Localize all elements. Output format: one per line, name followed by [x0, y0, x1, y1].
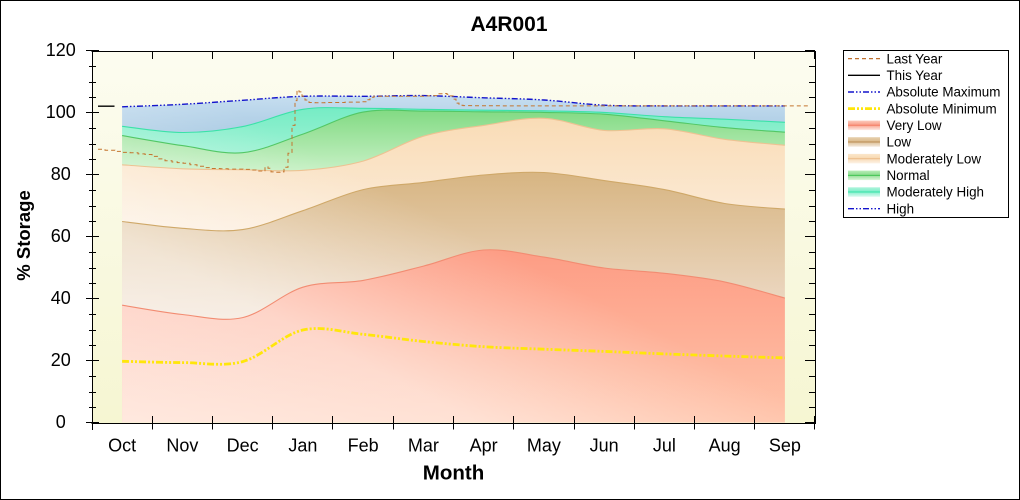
svg-text:Mar: Mar	[408, 436, 439, 456]
svg-text:A4R001: A4R001	[470, 13, 547, 36]
svg-text:Jul: Jul	[653, 436, 676, 456]
svg-text:120: 120	[46, 40, 76, 60]
svg-text:80: 80	[51, 164, 71, 184]
svg-text:Dec: Dec	[227, 436, 259, 456]
svg-text:Feb: Feb	[348, 436, 379, 456]
svg-text:40: 40	[51, 288, 71, 308]
svg-text:Absolute Maximum: Absolute Maximum	[887, 85, 1001, 100]
svg-text:Absolute Minimum: Absolute Minimum	[887, 101, 997, 116]
svg-text:100: 100	[46, 102, 76, 122]
svg-text:Low: Low	[887, 135, 912, 150]
svg-text:% Storage: % Storage	[13, 190, 34, 280]
svg-text:Last Year: Last Year	[887, 51, 943, 66]
svg-text:Moderately High: Moderately High	[887, 185, 985, 200]
svg-text:Jun: Jun	[590, 436, 619, 456]
svg-text:Sep: Sep	[769, 436, 801, 456]
svg-text:Nov: Nov	[166, 436, 198, 456]
svg-text:Jan: Jan	[288, 436, 317, 456]
svg-text:Month: Month	[423, 462, 484, 485]
svg-text:Very Low: Very Low	[887, 118, 942, 133]
svg-text:Aug: Aug	[709, 436, 741, 456]
svg-text:High: High	[887, 201, 915, 216]
svg-text:Oct: Oct	[108, 436, 136, 456]
svg-text:60: 60	[51, 226, 71, 246]
svg-text:This Year: This Year	[887, 68, 943, 83]
svg-text:Normal: Normal	[887, 168, 930, 183]
svg-text:Moderately Low: Moderately Low	[887, 151, 982, 166]
svg-text:May: May	[527, 436, 561, 456]
svg-text:Apr: Apr	[470, 436, 498, 456]
svg-text:0: 0	[56, 412, 66, 432]
svg-text:20: 20	[51, 350, 71, 370]
